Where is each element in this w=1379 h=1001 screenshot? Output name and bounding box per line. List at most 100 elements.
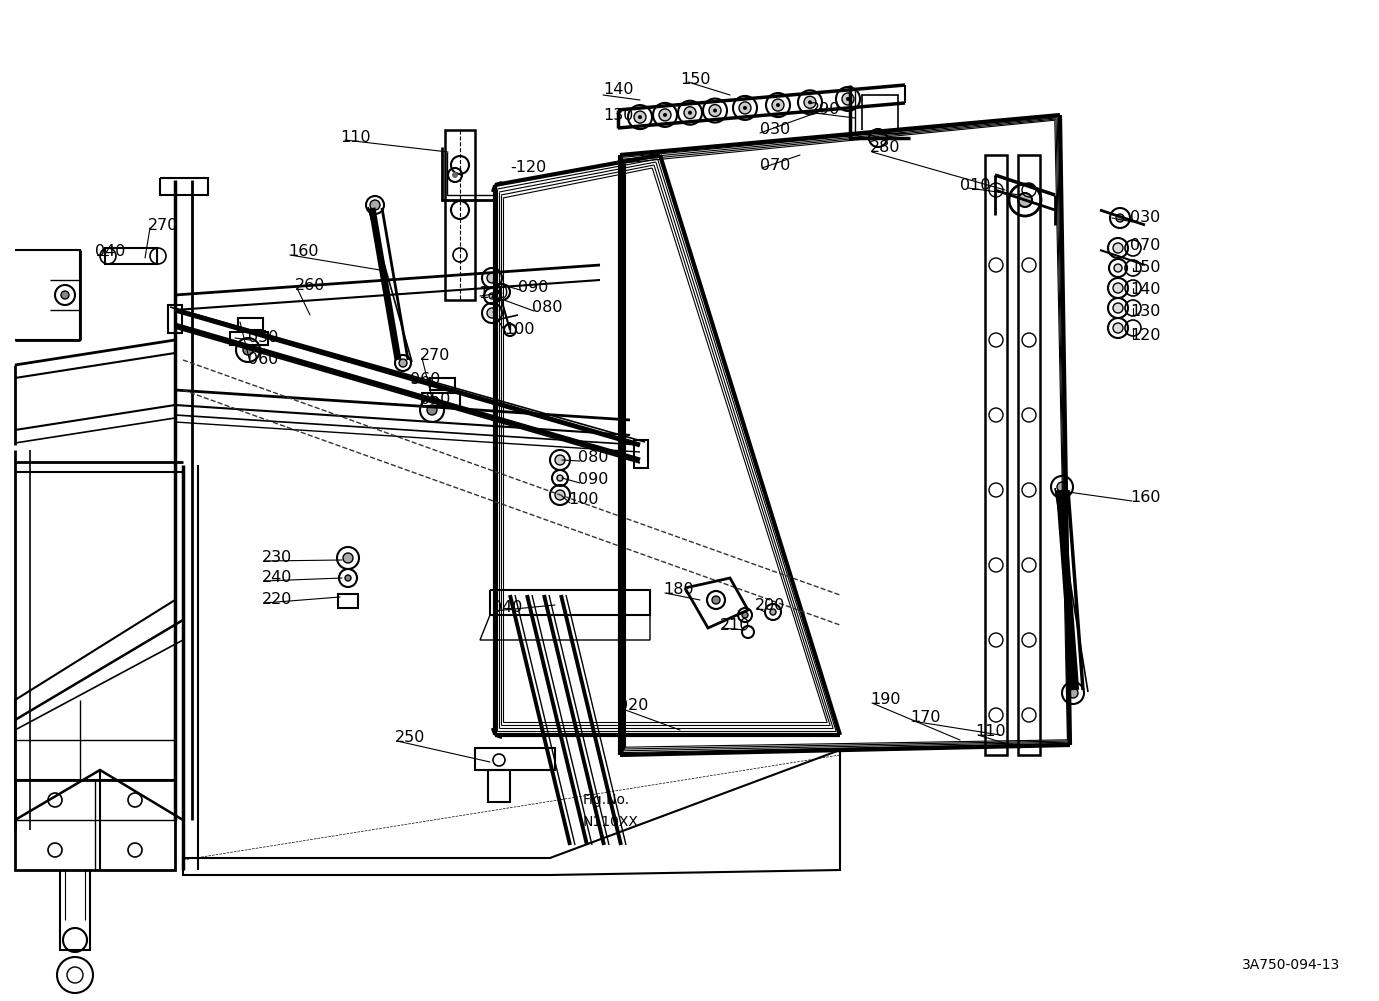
Circle shape: [688, 111, 692, 115]
Circle shape: [399, 359, 407, 367]
Text: 240: 240: [262, 571, 292, 586]
Circle shape: [554, 455, 565, 465]
Circle shape: [638, 115, 643, 119]
Text: 100: 100: [503, 322, 535, 337]
Text: 220: 220: [262, 593, 292, 608]
Bar: [430, 378, 455, 390]
Circle shape: [659, 109, 672, 121]
Circle shape: [742, 612, 747, 618]
Text: 250: 250: [394, 731, 425, 746]
Text: 060: 060: [410, 372, 440, 387]
Circle shape: [345, 575, 352, 581]
Text: 190: 190: [870, 693, 900, 708]
Text: 120: 120: [1129, 327, 1161, 342]
Circle shape: [1067, 688, 1078, 698]
Bar: [105, 248, 157, 264]
Text: 030: 030: [1129, 210, 1160, 225]
Bar: [985, 155, 1007, 755]
Bar: [488, 770, 510, 802]
Text: 110: 110: [341, 130, 371, 145]
Text: 150: 150: [1129, 260, 1161, 275]
Circle shape: [743, 106, 747, 110]
Circle shape: [1116, 214, 1124, 222]
Text: Fig.No.: Fig.No.: [583, 793, 630, 807]
Text: 090: 090: [519, 279, 549, 294]
Text: 170: 170: [479, 285, 509, 300]
Text: 110: 110: [975, 725, 1005, 740]
Circle shape: [634, 111, 645, 123]
Circle shape: [243, 345, 252, 355]
Text: 020: 020: [618, 698, 648, 713]
Circle shape: [712, 596, 720, 604]
Circle shape: [713, 108, 717, 112]
Bar: [422, 393, 461, 406]
Circle shape: [739, 102, 752, 114]
Text: 270: 270: [148, 217, 178, 232]
Text: 030: 030: [760, 122, 790, 137]
Text: 170: 170: [910, 711, 940, 726]
Text: 080: 080: [532, 300, 563, 315]
Circle shape: [1113, 283, 1123, 293]
Circle shape: [776, 103, 781, 107]
Circle shape: [663, 113, 667, 117]
Bar: [338, 594, 359, 608]
Circle shape: [769, 609, 776, 615]
Bar: [1018, 155, 1040, 755]
Circle shape: [1113, 323, 1123, 333]
Text: 090: 090: [578, 472, 608, 487]
Text: 130: 130: [603, 107, 633, 122]
Circle shape: [343, 553, 353, 563]
Text: 140: 140: [1129, 282, 1161, 297]
Text: -120: -120: [510, 160, 546, 175]
Text: 210: 210: [720, 618, 750, 633]
Text: 140: 140: [603, 82, 633, 97]
Circle shape: [772, 99, 785, 111]
Circle shape: [487, 308, 496, 318]
Text: 040: 040: [492, 601, 523, 616]
Text: 070: 070: [760, 157, 790, 172]
Text: 060: 060: [248, 352, 279, 367]
Circle shape: [487, 273, 496, 283]
Bar: [474, 748, 554, 770]
Text: 050: 050: [248, 330, 279, 345]
Text: 100: 100: [568, 492, 598, 508]
Circle shape: [709, 104, 721, 116]
Circle shape: [1113, 303, 1123, 313]
Text: 010: 010: [960, 177, 990, 192]
Circle shape: [554, 490, 565, 500]
Text: 280: 280: [870, 140, 900, 155]
Text: 130: 130: [1129, 304, 1160, 319]
Text: 040: 040: [95, 244, 125, 259]
Text: 230: 230: [262, 551, 292, 566]
Text: 290: 290: [809, 102, 840, 117]
Bar: [634, 440, 648, 468]
Circle shape: [452, 172, 458, 178]
Circle shape: [808, 100, 812, 104]
Circle shape: [1056, 482, 1067, 492]
Text: 080: 080: [578, 450, 608, 465]
Circle shape: [845, 97, 849, 101]
Text: 150: 150: [680, 72, 710, 87]
Circle shape: [61, 291, 69, 299]
Circle shape: [804, 96, 816, 108]
Text: 180: 180: [663, 583, 694, 598]
Text: 3A750-094-13: 3A750-094-13: [1241, 958, 1340, 972]
Bar: [445, 130, 474, 300]
Bar: [230, 332, 268, 345]
Text: 260: 260: [295, 277, 325, 292]
Circle shape: [490, 293, 495, 299]
Bar: [239, 318, 263, 330]
Circle shape: [1114, 264, 1123, 272]
Text: 270: 270: [421, 347, 451, 362]
Text: 200: 200: [754, 598, 786, 613]
Text: N110XX: N110XX: [583, 815, 638, 829]
Circle shape: [427, 405, 437, 415]
Circle shape: [1113, 243, 1123, 253]
Text: 160: 160: [288, 244, 319, 259]
Bar: [168, 305, 182, 333]
Circle shape: [557, 475, 563, 481]
Circle shape: [684, 107, 696, 119]
Text: 160: 160: [1129, 490, 1161, 506]
Text: 070: 070: [1129, 237, 1160, 252]
Circle shape: [1018, 193, 1031, 207]
